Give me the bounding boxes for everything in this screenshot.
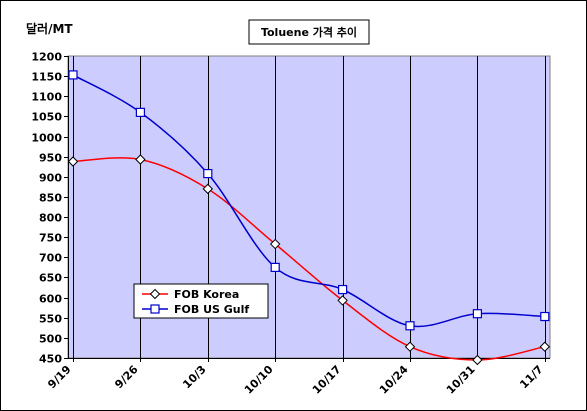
chart-title-text: Toluene 가격 추이 [261,25,357,39]
x-tick-label: 11/7 [517,363,545,391]
x-tick-label: 9/26 [112,363,141,392]
y-tick-label: 950 [39,152,62,165]
data-point-square [135,107,145,117]
legend-label: FOB Korea [174,288,239,301]
y-tick-label: 1150 [31,71,62,84]
data-point-diamond [135,154,146,165]
data-point-diamond [404,341,416,352]
y-tick-label: 700 [39,252,62,265]
chart-title-box [248,19,370,45]
y-tick-label: 1200 [31,51,62,64]
data-point-diamond [337,295,348,306]
x-tick-label: 9/19 [45,363,73,391]
y-tick-label: 750 [39,232,62,245]
y-axis-title: 달러/MT [26,21,73,36]
y-tick-label: 1050 [31,111,62,124]
y-tick-label: 1100 [31,91,62,104]
x-tick-label: 10/17 [310,363,344,397]
y-tick-label: 500 [39,333,62,346]
data-point-diamond [539,341,551,352]
data-point-diamond [202,183,214,195]
data-point-diamond [269,238,281,250]
x-tick-label: 10/10 [242,363,276,397]
y-tick-label: 600 [39,293,62,306]
data-point-diamond [67,156,79,167]
x-tick-label: 10/24 [377,363,411,397]
legend-label: FOB US Gulf [174,303,249,316]
data-point-square [203,168,213,179]
data-point-square [270,262,280,272]
data-point-square [338,284,348,295]
y-tick-label: 650 [39,272,62,285]
data-point-square [540,311,550,322]
y-tick-label: 800 [39,212,62,225]
y-tick-label: 900 [39,172,62,185]
data-point-square [405,321,415,331]
data-point-diamond [472,354,483,366]
series-line-0 [72,157,545,361]
series-line-1 [72,74,545,328]
y-tick-label: 450 [39,353,62,366]
data-point-square [68,70,78,80]
y-tick-label: 850 [39,192,62,205]
legend-marker-square [150,304,160,314]
y-tick-label: 550 [39,313,62,326]
legend-marker-diamond [149,288,161,300]
data-point-square [472,309,482,319]
x-tick-label: 10/3 [180,363,208,391]
y-tick-label: 1000 [31,132,62,145]
x-tick-label: 10/31 [444,363,478,397]
chart-title: Toluene 가격 추이 [248,19,370,45]
